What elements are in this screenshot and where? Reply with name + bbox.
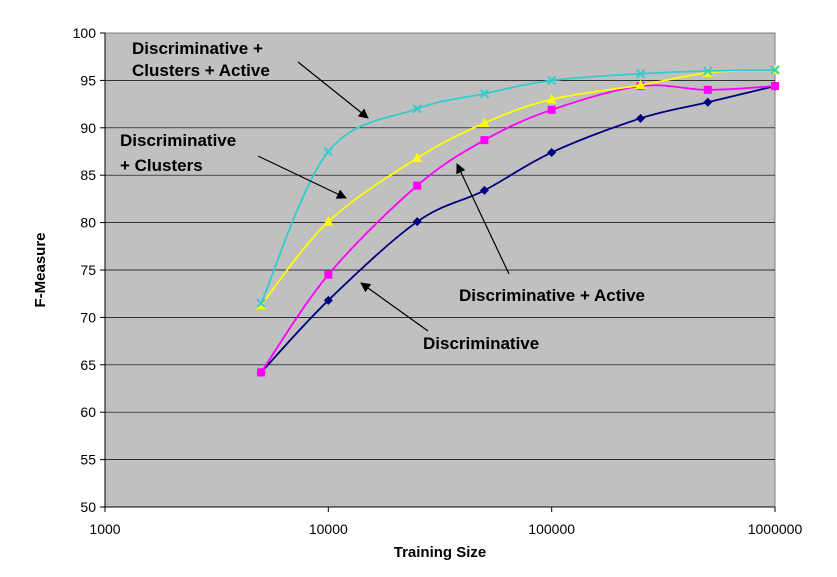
y-tick-label: 95 [80, 72, 96, 88]
data-point [256, 298, 266, 308]
annotation-disc-clusters: Discriminative + Clusters [120, 131, 241, 175]
series-lines [256, 64, 780, 377]
data-point [412, 217, 422, 227]
data-point [257, 368, 266, 377]
y-tick-label: 80 [80, 215, 96, 231]
y-tick-label: 60 [80, 404, 96, 420]
data-point [412, 104, 422, 114]
annotation-disc-clusters-active: Discriminative + Clusters + Active [132, 39, 270, 80]
data-point [323, 216, 334, 226]
data-point [479, 185, 489, 195]
data-point [546, 75, 557, 86]
annotation-disc-active: Discriminative + Active [459, 286, 645, 305]
x-tick-label: 100000 [528, 521, 575, 537]
data-point [479, 117, 490, 128]
data-point [413, 181, 422, 190]
data-point [635, 69, 646, 79]
data-point [480, 136, 489, 145]
annotation-line: + Clusters [120, 156, 203, 175]
data-point [323, 146, 334, 157]
annotation-line: Discriminative [423, 334, 539, 353]
data-point [703, 85, 712, 94]
data-point [703, 66, 713, 76]
data-point [771, 82, 779, 91]
data-point [547, 105, 556, 114]
y-tick-label: 85 [80, 167, 96, 183]
y-axis-ticks: 50 55 60 65 70 75 80 85 90 95 100 [73, 25, 106, 515]
annotation-arrow [360, 282, 429, 332]
y-tick-label: 55 [80, 452, 96, 468]
annotation-arrow [297, 61, 369, 119]
annotation-arrow [456, 163, 510, 275]
data-point [703, 97, 713, 107]
series-discriminative [256, 81, 780, 377]
y-tick-label: 100 [73, 25, 97, 41]
data-point [546, 93, 557, 104]
data-point [479, 88, 490, 99]
data-point [324, 270, 333, 279]
annotation-line: Discriminative + Active [459, 286, 645, 305]
y-tick-label: 70 [80, 309, 96, 325]
y-tick-label: 50 [80, 499, 96, 515]
data-point [323, 295, 333, 305]
x-axis-ticks: 1000 10000 100000 1000000 [89, 506, 803, 537]
series-discriminative-clusters-active [256, 65, 780, 308]
annotation-line: Clusters + Active [132, 61, 270, 80]
x-tick-label: 10000 [309, 521, 348, 537]
data-point [635, 79, 646, 90]
data-point [770, 65, 780, 75]
x-tick-label: 1000000 [748, 521, 803, 537]
y-tick-label: 75 [80, 262, 96, 278]
x-axis-title: Training Size [394, 544, 487, 561]
annotation-arrow [257, 155, 347, 199]
y-tick-label: 65 [80, 357, 96, 373]
annotation-line: Discriminative [120, 131, 236, 150]
data-point [412, 152, 423, 163]
annotation-disc: Discriminative [423, 334, 539, 353]
annotation-line: Discriminative + [132, 39, 263, 58]
y-tick-label: 90 [80, 120, 96, 136]
x-tick-label: 1000 [89, 521, 120, 537]
y-axis-title: F-Measure [32, 232, 49, 307]
data-point [636, 113, 646, 123]
data-point [547, 147, 557, 157]
series-line [260, 85, 776, 374]
